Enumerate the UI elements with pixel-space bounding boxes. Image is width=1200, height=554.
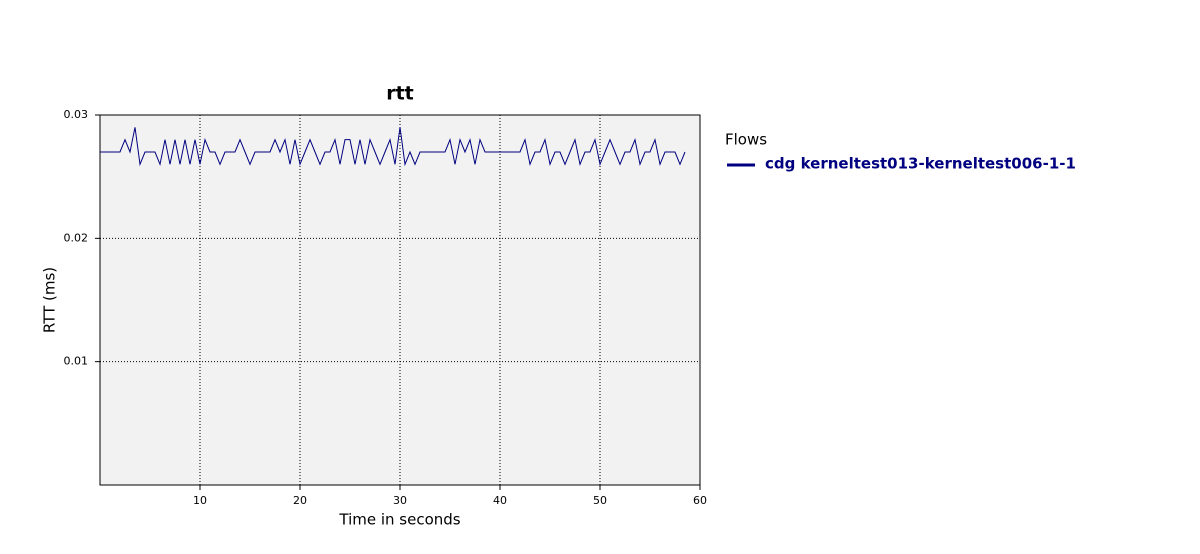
y-tick-label: 0.01 — [64, 355, 89, 368]
x-tick-label: 50 — [593, 494, 607, 507]
x-axis-label: Time in seconds — [338, 511, 460, 529]
x-tick-label: 30 — [393, 494, 407, 507]
plot-area — [100, 115, 700, 485]
y-tick-label: 0.02 — [64, 231, 89, 244]
x-tick-label: 40 — [493, 494, 507, 507]
chart-title: rtt — [386, 83, 414, 105]
x-tick-label: 20 — [293, 494, 307, 507]
x-tick-label: 60 — [693, 494, 707, 507]
x-tick-label: 10 — [193, 494, 207, 507]
plot-border — [99, 114, 701, 486]
data-line — [100, 127, 686, 167]
y-axis-label: RTT (ms) — [41, 267, 59, 333]
y-tick-label: 0.03 — [64, 108, 89, 121]
legend-title: Flows — [725, 131, 767, 149]
legend-label: cdg kerneltest013-kerneltest006-1-1 — [765, 155, 1076, 173]
